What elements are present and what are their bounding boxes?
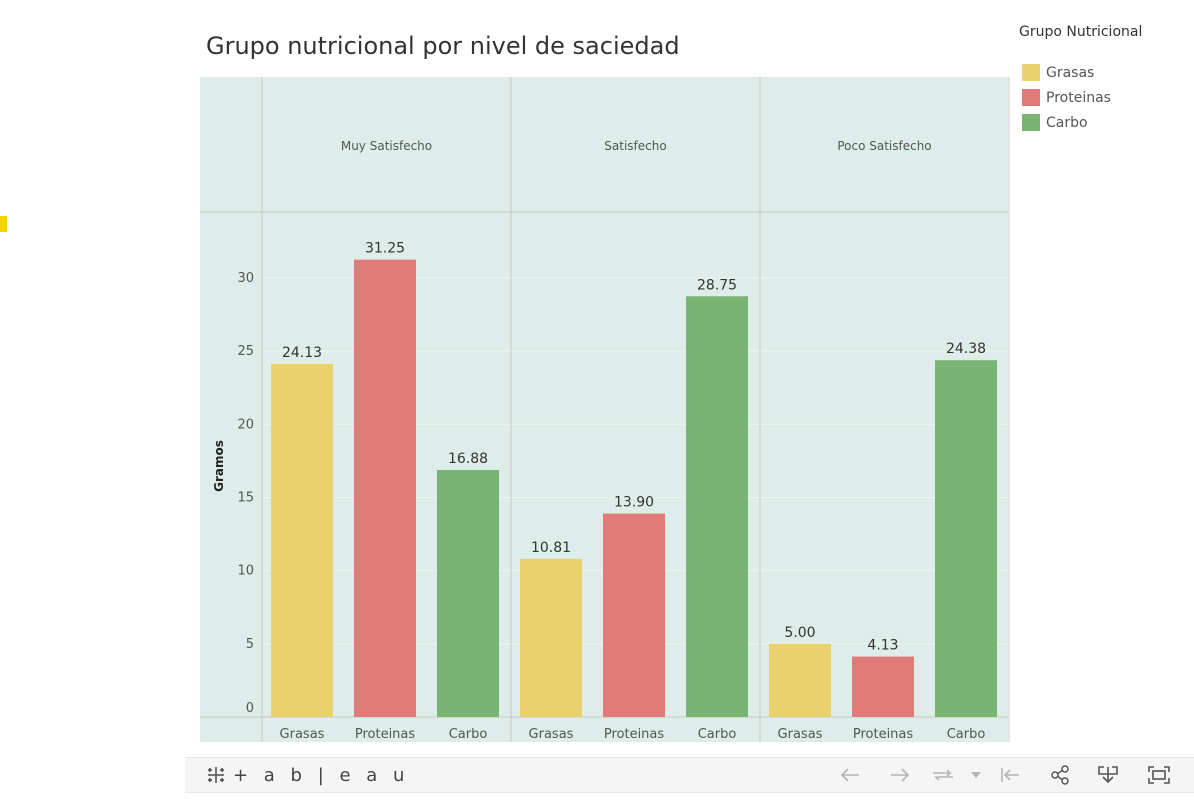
panel-header-2: Poco Satisfecho <box>837 139 931 153</box>
panel-header-1: Satisfecho <box>604 139 666 153</box>
x-tick-label-1-1: Proteinas <box>604 727 665 742</box>
legend-label-carbo: Carbo <box>1046 114 1088 131</box>
bar-label-0-0: 24.13 <box>282 345 322 361</box>
legend-label-grasas: Grasas <box>1046 64 1095 81</box>
bar-2-2 <box>935 360 997 717</box>
download-button[interactable] <box>1095 763 1121 787</box>
y-tick-label-15: 15 <box>237 491 254 506</box>
revert-dropdown-button[interactable] <box>963 763 989 787</box>
revert-icon <box>933 769 953 781</box>
bar-label-0-2: 16.88 <box>448 451 488 467</box>
yellow-marker <box>0 216 7 232</box>
bar-2-1 <box>852 656 914 717</box>
legend[interactable]: Grupo Nutricional Grasas Proteinas Carbo <box>1019 24 1189 135</box>
chart-title: Grupo nutricional por nivel de saciedad <box>206 32 680 60</box>
tableau-toolbar: + a b | e a u <box>185 757 1194 793</box>
y-tick-label-5: 5 <box>246 637 254 652</box>
x-tick-label-0-2: Carbo <box>449 727 488 742</box>
undo-icon <box>840 768 859 782</box>
bar-1-1 <box>603 513 665 717</box>
dropdown-icon <box>971 772 981 778</box>
bar-label-1-0: 10.81 <box>531 540 571 556</box>
legend-item-carbo[interactable]: Carbo <box>1019 110 1189 135</box>
y-tick-label-30: 30 <box>237 271 254 286</box>
reset-icon <box>1001 768 1019 782</box>
fullscreen-icon <box>1148 766 1170 784</box>
legend-swatch-proteinas <box>1022 89 1040 106</box>
bar-2-0 <box>769 643 831 717</box>
download-icon <box>1098 766 1118 784</box>
y-tick-label-20: 20 <box>237 417 254 432</box>
bar-label-0-1: 31.25 <box>365 241 405 257</box>
tableau-wordmark: + a b | e a u <box>233 764 410 786</box>
bar-label-2-1: 4.13 <box>867 638 898 654</box>
x-tick-label-0-0: Grasas <box>280 727 325 742</box>
legend-title: Grupo Nutricional <box>1019 24 1143 40</box>
reset-button[interactable] <box>997 763 1023 787</box>
tableau-logo[interactable]: + a b | e a u <box>205 764 409 786</box>
x-tick-label-2-0: Grasas <box>778 727 823 742</box>
bar-0-0 <box>271 363 333 717</box>
share-button[interactable] <box>1047 763 1073 787</box>
bar-label-2-2: 24.38 <box>946 341 986 357</box>
undo-button[interactable] <box>837 763 863 787</box>
legend-swatch-carbo <box>1022 114 1040 131</box>
legend-label-proteinas: Proteinas <box>1046 89 1111 106</box>
x-tick-label-0-1: Proteinas <box>355 727 416 742</box>
bar-0-2 <box>437 469 499 717</box>
bar-0-1 <box>354 259 416 717</box>
panel-header-0: Muy Satisfecho <box>341 139 432 153</box>
y-tick-label-0: 0 <box>246 701 254 716</box>
legend-swatch-grasas <box>1022 64 1040 81</box>
legend-item-grasas[interactable]: Grasas <box>1019 60 1189 85</box>
x-tick-label-1-0: Grasas <box>529 727 574 742</box>
legend-item-proteinas[interactable]: Proteinas <box>1019 85 1189 110</box>
bar-label-2-0: 5.00 <box>784 625 815 641</box>
x-tick-label-1-2: Carbo <box>698 727 737 742</box>
bar-1-0 <box>520 558 582 717</box>
x-tick-label-2-1: Proteinas <box>853 727 914 742</box>
y-tick-label-25: 25 <box>237 344 254 359</box>
y-tick-label-10: 10 <box>237 564 254 579</box>
revert-button[interactable] <box>930 763 956 787</box>
redo-button[interactable] <box>887 763 913 787</box>
x-tick-label-2-2: Carbo <box>947 727 986 742</box>
y-axis-label: Gramos <box>212 440 226 492</box>
tableau-logo-icon <box>208 767 224 783</box>
redo-icon <box>891 768 910 782</box>
fullscreen-button[interactable] <box>1146 763 1172 787</box>
bar-1-2 <box>686 296 748 717</box>
bar-label-1-2: 28.75 <box>697 277 737 293</box>
share-icon <box>1051 765 1069 785</box>
bar-label-1-1: 13.90 <box>614 495 654 511</box>
